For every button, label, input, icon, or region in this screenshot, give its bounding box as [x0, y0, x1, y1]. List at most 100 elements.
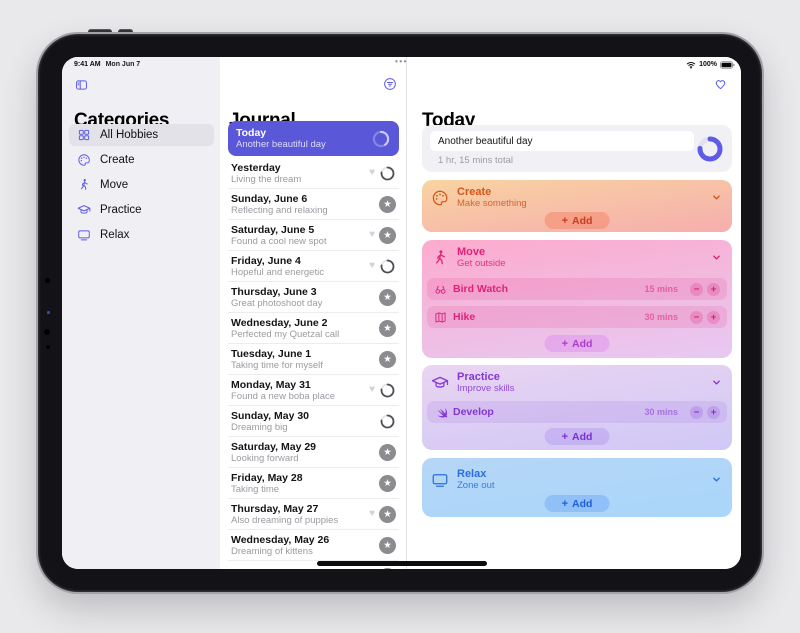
sidebar-item-relax[interactable]: Relax: [69, 224, 214, 246]
progress-ring-icon: [380, 414, 395, 428]
entry-title: Monday, May 31: [231, 378, 311, 391]
favorite-day-button[interactable]: [713, 77, 728, 91]
map-icon: [435, 311, 446, 323]
wifi-icon: [686, 61, 696, 69]
plus-button[interactable]: +: [707, 282, 720, 296]
hobby-row-hike[interactable]: Hike 30 mins − +: [427, 306, 727, 328]
entry-title: Saturday, June 5: [231, 223, 315, 236]
entry-title: Wednesday, May 26: [231, 533, 330, 546]
sidebar-item-label: All Hobbies: [100, 129, 159, 141]
add-hobby-button[interactable]: + Add: [544, 335, 610, 352]
palette-icon: [432, 190, 448, 205]
entry-title: Friday, May 28: [231, 471, 303, 484]
entry-subtitle: Dreaming of kittens: [231, 545, 313, 557]
sidebar-item-move[interactable]: Move: [69, 174, 214, 196]
camera-dot: [45, 278, 50, 283]
favorite-heart-icon: ♥: [369, 167, 375, 178]
entry-subtitle: Found a cool new spot: [231, 235, 327, 247]
favorite-heart-icon: ♥: [369, 229, 375, 240]
starred-badge-icon: ★: [379, 350, 396, 368]
starred-badge-icon: ★: [379, 319, 396, 337]
day-total-time: 1 hr, 15 mins total: [438, 155, 513, 166]
sidebar-item-all-hobbies[interactable]: All Hobbies: [69, 124, 214, 146]
today-detail-panel: Today 1 hr, 15 mins total Create Make so…: [407, 57, 741, 569]
category-tagline: Get outside: [457, 258, 506, 269]
battery-percent: 100%: [699, 61, 717, 68]
day-progress-ring: [697, 136, 723, 161]
display-icon: [78, 230, 90, 241]
progress-ring-icon: [380, 166, 395, 180]
status-time: 9:41 AM: [74, 61, 101, 68]
hobby-name: Develop: [453, 406, 494, 418]
day-note-input[interactable]: [430, 131, 694, 151]
sidebar-item-create[interactable]: Create: [69, 149, 214, 171]
sensor-dot-blue: [47, 311, 50, 314]
hobby-row-bird-watch[interactable]: Bird Watch 15 mins − +: [427, 278, 727, 300]
journal-entry[interactable]: Wednesday, June 2 Perfected my Quetzal ca…: [228, 313, 399, 344]
favorite-heart-icon: ♥: [369, 508, 375, 519]
minus-button[interactable]: −: [690, 405, 703, 419]
entry-subtitle: Another beautiful day: [236, 139, 326, 150]
day-summary-card: 1 hr, 15 mins total: [422, 125, 732, 172]
starred-badge-icon: ★: [379, 505, 396, 523]
sidebar-toggle-button[interactable]: [74, 78, 89, 92]
hobby-duration: 30 mins: [644, 312, 678, 322]
hobby-row-develop[interactable]: Develop 30 mins − +: [427, 401, 727, 423]
starred-badge-icon: ★: [379, 567, 396, 569]
volume-up-button[interactable]: [88, 29, 112, 36]
volume-down-button[interactable]: [118, 29, 133, 36]
entry-title: Today: [236, 127, 267, 139]
chevron-down-icon[interactable]: [710, 376, 723, 389]
journal-entry[interactable]: Tuesday, May 25 ♥★: [228, 561, 399, 569]
add-hobby-button[interactable]: + Add: [544, 428, 610, 445]
category-tagline: Make something: [457, 198, 527, 209]
favorite-heart-icon: ♥: [369, 260, 375, 271]
entry-subtitle: Found a new boba place: [231, 390, 336, 402]
add-hobby-button[interactable]: + Add: [544, 212, 610, 229]
walk-icon: [435, 249, 445, 264]
journal-entry[interactable]: Thursday, May 27 Also dreaming of puppies…: [228, 499, 399, 530]
filter-button[interactable]: [383, 77, 397, 91]
sidebar-item-label: Create: [100, 154, 135, 166]
sidebar-toggle-icon: [76, 80, 87, 90]
minus-button[interactable]: −: [690, 282, 703, 296]
add-hobby-button[interactable]: + Add: [544, 495, 610, 512]
sidebar-item-practice[interactable]: Practice: [69, 199, 214, 221]
category-name: Move: [457, 246, 486, 258]
hobby-name: Bird Watch: [453, 283, 509, 295]
ipad-device: 9:41 AM Mon Jun 7 ••• 100% Categories Al…: [38, 34, 762, 592]
plus-button[interactable]: +: [707, 405, 720, 419]
entry-title: Sunday, May 30: [231, 409, 310, 422]
hobby-duration: 30 mins: [644, 407, 678, 417]
walk-icon: [80, 179, 88, 190]
categories-sidebar: Categories All Hobbies Create Move Pract…: [62, 57, 221, 569]
chevron-down-icon[interactable]: [710, 473, 723, 486]
entry-title: Wednesday, June 2: [231, 316, 328, 329]
multitask-indicator[interactable]: •••: [395, 57, 408, 66]
minus-button[interactable]: −: [690, 310, 703, 324]
home-indicator[interactable]: [316, 561, 487, 566]
palette-icon: [78, 154, 90, 166]
starred-badge-icon: ★: [379, 195, 396, 213]
journal-entry[interactable]: Saturday, June 5 Found a cool new spot ♥ ★: [228, 220, 399, 251]
entry-title: Sunday, June 6: [231, 192, 308, 205]
chevron-down-icon[interactable]: [710, 251, 723, 264]
plus-icon: +: [561, 214, 569, 227]
entry-subtitle: Living the dream: [231, 173, 302, 185]
category-list: All Hobbies Create Move Practice Relax: [69, 124, 214, 246]
graduation-cap-icon: [431, 376, 449, 388]
plus-button[interactable]: +: [707, 310, 720, 324]
chevron-down-icon[interactable]: [710, 191, 723, 204]
